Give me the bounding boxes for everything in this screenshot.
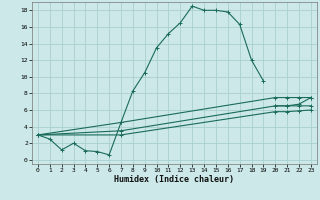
X-axis label: Humidex (Indice chaleur): Humidex (Indice chaleur) xyxy=(115,175,234,184)
